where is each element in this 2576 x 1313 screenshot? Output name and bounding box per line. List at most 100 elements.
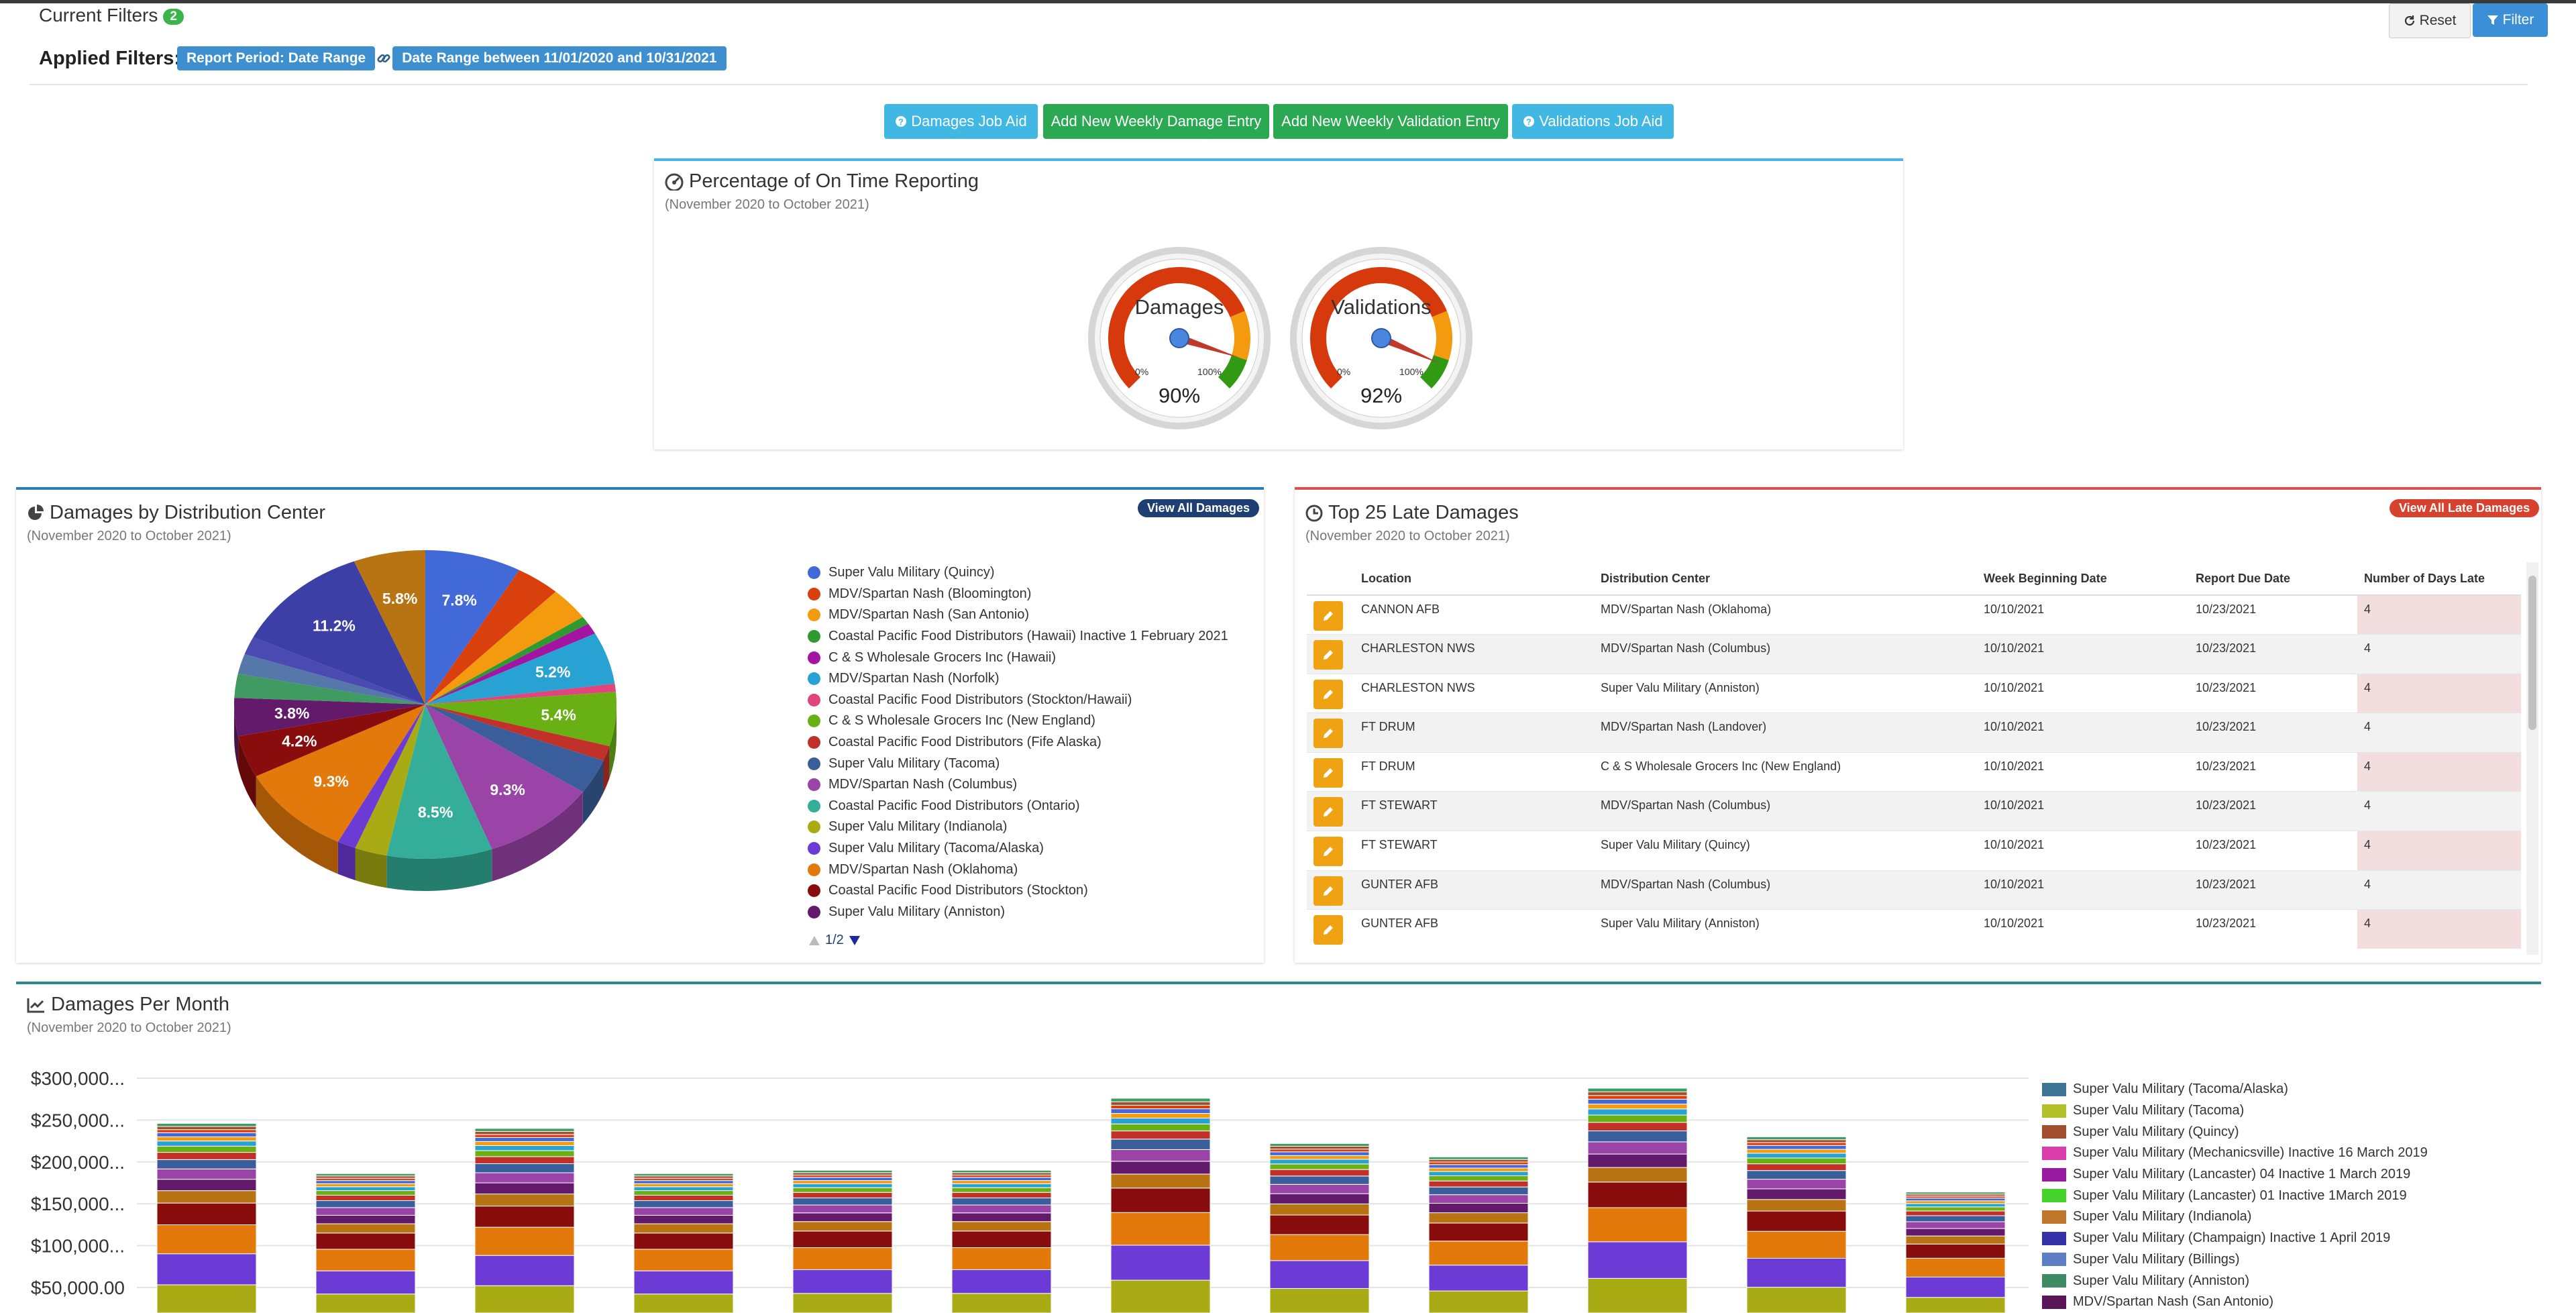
edit-button[interactable] — [1313, 837, 1343, 867]
pie-sides — [234, 704, 616, 891]
edit-button[interactable] — [1313, 640, 1343, 670]
monthly-legend-item[interactable]: Super Valu Military (Lancaster) 04 Inact… — [2042, 1164, 2525, 1186]
edit-button[interactable] — [1313, 601, 1343, 631]
view-all-damages-button[interactable]: View All Damages — [1138, 499, 1260, 517]
monthly-legend-item[interactable]: Super Valu Military (Champaign) Inactive… — [2042, 1228, 2525, 1249]
monthly-legend-item[interactable]: Super Valu Military (Mechanicsville) Ina… — [2042, 1143, 2525, 1164]
edit-button[interactable] — [1313, 915, 1343, 945]
pie-slice[interactable] — [237, 653, 425, 704]
legend-item[interactable]: Super Valu Military (Indianola) — [808, 817, 1250, 838]
header-location[interactable]: Location — [1354, 562, 1594, 596]
legend-item[interactable]: MDV/Spartan Nash (Columbus) — [808, 774, 1250, 796]
damages-job-aid-button[interactable]: ? Damages Job Aid — [884, 104, 1038, 139]
legend-item[interactable]: C & S Wholesale Grocers Inc (New England… — [808, 711, 1250, 732]
bar-jun-2021[interactable] — [1269, 1143, 1370, 1313]
legend-item[interactable]: MDV/Spartan Nash (Oklahoma) — [808, 859, 1250, 880]
legend-item[interactable]: MDV/Spartan Nash (Norfolk) — [808, 668, 1250, 690]
legend-color-dot — [808, 630, 820, 643]
pie-slice[interactable] — [425, 692, 616, 747]
edit-button[interactable] — [1313, 757, 1343, 788]
legend-item[interactable]: C & S Wholesale Grocers Inc (Hawaii) — [808, 647, 1250, 668]
add-damage-entry-button[interactable]: Add New Weekly Damage Entry — [1043, 104, 1269, 139]
legend-item[interactable]: Super Valu Military (Quincy) — [808, 562, 1250, 584]
header-distribution-center[interactable]: Distribution Center — [1594, 562, 1977, 596]
filter-button[interactable]: Filter — [2473, 3, 2548, 37]
pie-slice[interactable] — [355, 704, 425, 856]
monthly-legend-item[interactable]: Super Valu Military (Anniston) — [2042, 1270, 2525, 1292]
y-tick-label: $250,000... — [31, 1110, 125, 1131]
bar-may-2021[interactable] — [1110, 1098, 1211, 1313]
edit-button[interactable] — [1313, 719, 1343, 749]
bar-jul-2021[interactable] — [1428, 1156, 1529, 1313]
edit-button[interactable] — [1313, 876, 1343, 906]
bar-mar-2021[interactable] — [792, 1169, 893, 1313]
monthly-legend-item[interactable]: Super Valu Military (Billings) — [2042, 1249, 2525, 1271]
header-week-beginning-date[interactable]: Week Beginning Date — [1977, 562, 2189, 596]
legend-next-icon[interactable] — [848, 935, 861, 947]
reset-button[interactable]: Reset — [2389, 3, 2471, 38]
reset-label: Reset — [2419, 13, 2457, 28]
view-all-late-damages-button[interactable]: View All Late Damages — [2390, 499, 2540, 517]
validations-job-aid-button[interactable]: ? Validations Job Aid — [1512, 104, 1674, 139]
pie-slice[interactable] — [244, 637, 425, 704]
filter-chip-report-period[interactable]: Report Period: Date Range — [177, 46, 376, 70]
table-scrollbar[interactable] — [2526, 562, 2538, 955]
bar-oct-2021[interactable] — [1905, 1192, 2006, 1313]
pie-slice[interactable] — [234, 698, 425, 737]
pie-slice[interactable] — [425, 617, 588, 704]
pie-slice[interactable] — [234, 674, 425, 704]
add-validation-entry-button[interactable]: Add New Weekly Validation Entry — [1273, 104, 1508, 139]
bar-dec-2020[interactable] — [315, 1173, 416, 1313]
pie-slice[interactable] — [425, 623, 596, 704]
pie-slice[interactable] — [425, 591, 583, 704]
bar-jan-2021[interactable] — [474, 1128, 575, 1313]
monthly-legend-item[interactable]: Super Valu Military (Quincy) — [2042, 1121, 2525, 1143]
legend-item[interactable]: MDV/Spartan Nash (Bloomington) — [808, 584, 1250, 605]
monthly-legend-item[interactable]: Super Valu Military (Tacoma) — [2042, 1100, 2525, 1122]
bar-segment — [1428, 1159, 1529, 1163]
header-report-due-date[interactable]: Report Due Date — [2189, 562, 2357, 596]
pie-slice[interactable] — [425, 684, 616, 704]
legend-label: Super Valu Military (Indianola) — [2073, 1209, 2252, 1224]
monthly-legend-item[interactable]: MDV/Spartan Nash (San Antonio) — [2042, 1292, 2525, 1313]
row-action-cell — [1307, 634, 1354, 674]
filter-chip-date-range[interactable]: Date Range between 11/01/2020 and 10/31/… — [392, 46, 727, 70]
header-days-late[interactable]: Number of Days Late — [2357, 562, 2521, 596]
pie-slice[interactable] — [256, 704, 425, 842]
monthly-legend-item[interactable]: Super Valu Military (Lancaster) 01 Inact… — [2042, 1185, 2525, 1206]
pie-slice[interactable] — [425, 550, 520, 704]
bar-feb-2021[interactable] — [633, 1173, 734, 1313]
pie-slice[interactable] — [425, 570, 556, 704]
pie-slice[interactable] — [425, 704, 583, 849]
pie-slice[interactable] — [238, 704, 425, 777]
monthly-legend-item[interactable]: Super Valu Military (Indianola) — [2042, 1206, 2525, 1228]
legend-item[interactable]: Coastal Pacific Food Distributors (Hawai… — [808, 626, 1250, 647]
pie-slice[interactable] — [425, 704, 604, 792]
table-scrollbar-thumb[interactable] — [2528, 576, 2536, 730]
monthly-legend-item[interactable]: Super Valu Military (Tacoma/Alaska) — [2042, 1079, 2525, 1100]
legend-item[interactable]: Super Valu Military (Tacoma) — [808, 753, 1250, 774]
pie-slice[interactable] — [425, 633, 615, 704]
bar-segment — [156, 1136, 257, 1142]
edit-button[interactable] — [1313, 797, 1343, 827]
edit-button[interactable] — [1313, 679, 1343, 709]
legend-item[interactable]: Coastal Pacific Food Distributors (Stock… — [808, 880, 1250, 902]
legend-prev-icon[interactable] — [808, 935, 821, 947]
bar-aug-2021[interactable] — [1587, 1088, 1688, 1313]
bar-sep-2021[interactable] — [1746, 1136, 1847, 1313]
legend-item[interactable]: Coastal Pacific Food Distributors (Stock… — [808, 690, 1250, 711]
legend-label: MDV/Spartan Nash (San Antonio) — [828, 607, 1030, 623]
legend-item[interactable]: Coastal Pacific Food Distributors (Fife … — [808, 732, 1250, 753]
table-row: CHARLESTON NWS Super Valu Military (Annis… — [1307, 673, 2521, 713]
pie-slice[interactable] — [337, 704, 425, 848]
pie-slice[interactable] — [253, 561, 425, 704]
legend-item[interactable]: MDV/Spartan Nash (San Antonio) — [808, 605, 1250, 626]
bar-apr-2021[interactable] — [951, 1169, 1052, 1313]
legend-item[interactable]: Coastal Pacific Food Distributors (Ontar… — [808, 796, 1250, 817]
pie-slice[interactable] — [386, 704, 492, 859]
legend-item[interactable]: Super Valu Military (Anniston) — [808, 902, 1250, 923]
bar-nov-2020[interactable] — [156, 1122, 257, 1313]
pie-slice[interactable] — [425, 704, 610, 761]
pie-slice[interactable] — [354, 550, 425, 704]
legend-item[interactable]: Super Valu Military (Tacoma/Alaska) — [808, 838, 1250, 859]
